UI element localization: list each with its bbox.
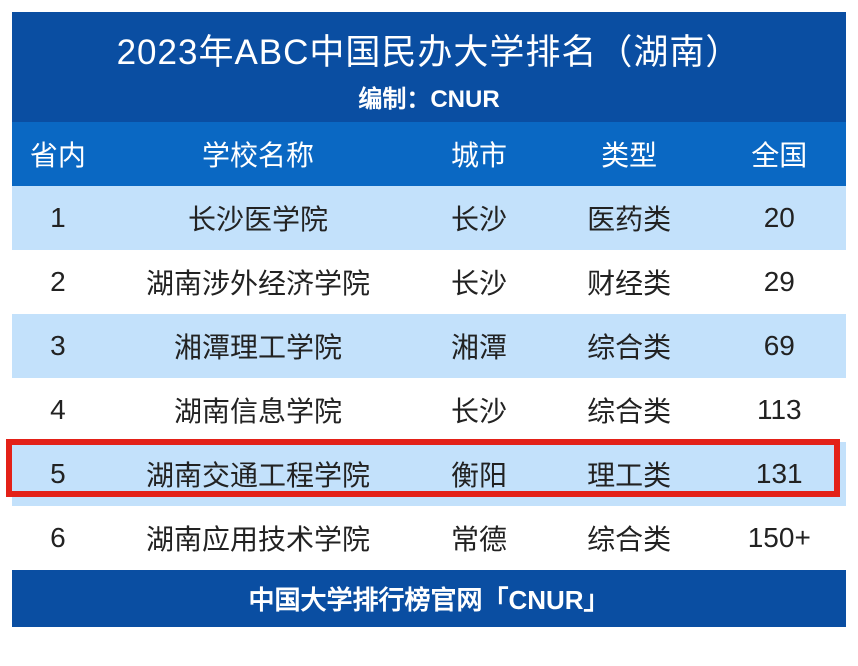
cell-city: 长沙 (412, 186, 545, 250)
table-row: 3湘潭理工学院湘潭综合类69 (12, 314, 846, 378)
table-row: 6湖南应用技术学院常德综合类150+ (12, 506, 846, 570)
cell-rank: 5 (12, 442, 104, 506)
cell-type: 医药类 (546, 186, 713, 250)
cell-name: 湖南交通工程学院 (104, 442, 413, 506)
table-row: 1长沙医学院长沙医药类20 (12, 186, 846, 250)
col-header-name: 学校名称 (104, 122, 413, 186)
subtitle: 编制：CNUR (12, 79, 846, 114)
cell-rank: 6 (12, 506, 104, 570)
main-title: 2023年ABC中国民办大学排名（湖南） (12, 24, 846, 75)
cell-national: 131 (713, 442, 846, 506)
table-row: 4湖南信息学院长沙综合类113 (12, 378, 846, 442)
column-header-row: 省内 学校名称 城市 类型 全国 (12, 122, 846, 186)
cell-national: 150+ (713, 506, 846, 570)
cell-rank: 3 (12, 314, 104, 378)
footer-bar: 中国大学排行榜官网「CNUR」 (12, 570, 846, 627)
col-header-national: 全国 (713, 122, 846, 186)
col-header-rank: 省内 (12, 122, 104, 186)
title-bar: 2023年ABC中国民办大学排名（湖南） 编制：CNUR (12, 12, 846, 122)
cell-rank: 4 (12, 378, 104, 442)
col-header-type: 类型 (546, 122, 713, 186)
ranking-table-container: 2023年ABC中国民办大学排名（湖南） 编制：CNUR 省内 学校名称 城市 … (12, 12, 846, 627)
cell-name: 湘潭理工学院 (104, 314, 413, 378)
cell-type: 综合类 (546, 506, 713, 570)
ranking-table: 省内 学校名称 城市 类型 全国 1长沙医学院长沙医药类202湖南涉外经济学院长… (12, 122, 846, 570)
cell-national: 113 (713, 378, 846, 442)
table-wrap: 省内 学校名称 城市 类型 全国 1长沙医学院长沙医药类202湖南涉外经济学院长… (12, 122, 846, 570)
cell-city: 湘潭 (412, 314, 545, 378)
table-row: 5湖南交通工程学院衡阳理工类131 (12, 442, 846, 506)
cell-city: 常德 (412, 506, 545, 570)
cell-national: 20 (713, 186, 846, 250)
table-row: 2湖南涉外经济学院长沙财经类29 (12, 250, 846, 314)
cell-city: 长沙 (412, 378, 545, 442)
cell-type: 综合类 (546, 314, 713, 378)
col-header-city: 城市 (412, 122, 545, 186)
cell-national: 69 (713, 314, 846, 378)
cell-type: 综合类 (546, 378, 713, 442)
cell-rank: 1 (12, 186, 104, 250)
cell-national: 29 (713, 250, 846, 314)
cell-name: 长沙医学院 (104, 186, 413, 250)
cell-city: 长沙 (412, 250, 545, 314)
cell-name: 湖南应用技术学院 (104, 506, 413, 570)
cell-name: 湖南信息学院 (104, 378, 413, 442)
cell-city: 衡阳 (412, 442, 545, 506)
cell-type: 理工类 (546, 442, 713, 506)
footer-text: 中国大学排行榜官网「CNUR」 (248, 585, 609, 615)
cell-rank: 2 (12, 250, 104, 314)
cell-type: 财经类 (546, 250, 713, 314)
cell-name: 湖南涉外经济学院 (104, 250, 413, 314)
